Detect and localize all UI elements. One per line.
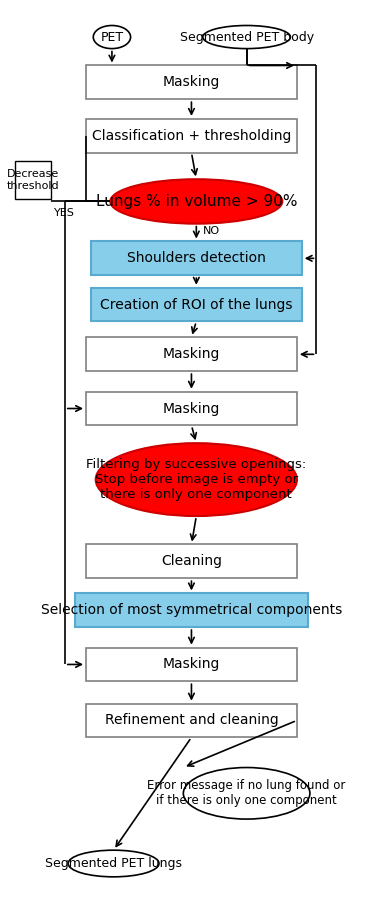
Ellipse shape [183,768,310,819]
Ellipse shape [93,25,131,48]
Ellipse shape [203,25,291,48]
Text: Masking: Masking [163,658,220,672]
Text: Masking: Masking [163,347,220,361]
FancyBboxPatch shape [15,161,51,199]
Text: Lungs % in volume > 90%: Lungs % in volume > 90% [96,194,297,209]
Text: Masking: Masking [163,402,220,415]
Text: Refinement and cleaning: Refinement and cleaning [105,713,278,727]
FancyBboxPatch shape [91,288,302,321]
Text: Selection of most symmetrical components: Selection of most symmetrical components [41,604,342,617]
FancyBboxPatch shape [74,593,308,627]
Ellipse shape [96,443,297,516]
FancyBboxPatch shape [86,392,297,425]
Text: Creation of ROI of the lungs: Creation of ROI of the lungs [100,298,293,311]
Text: Decrease
threshold: Decrease threshold [7,170,59,191]
Text: Segmented PET lungs: Segmented PET lungs [45,857,182,870]
Text: PET: PET [100,30,123,44]
Text: Cleaning: Cleaning [161,554,222,569]
FancyBboxPatch shape [86,648,297,682]
FancyBboxPatch shape [86,65,297,100]
FancyBboxPatch shape [91,241,302,275]
Text: NO: NO [203,226,220,236]
FancyBboxPatch shape [86,337,297,371]
FancyBboxPatch shape [86,544,297,579]
Text: Classification + thresholding: Classification + thresholding [92,128,291,143]
Text: Shoulders detection: Shoulders detection [127,251,266,266]
Text: Error message if no lung found or
if there is only one component: Error message if no lung found or if the… [147,779,346,807]
FancyBboxPatch shape [86,118,297,152]
FancyBboxPatch shape [86,703,297,737]
Text: Masking: Masking [163,75,220,90]
Text: Segmented PET body: Segmented PET body [180,30,314,44]
Ellipse shape [68,850,159,877]
Text: Filtering by successive openings:
Stop before image is empty or
there is only on: Filtering by successive openings: Stop b… [86,458,307,501]
Text: YES: YES [54,208,75,218]
Ellipse shape [110,179,282,223]
